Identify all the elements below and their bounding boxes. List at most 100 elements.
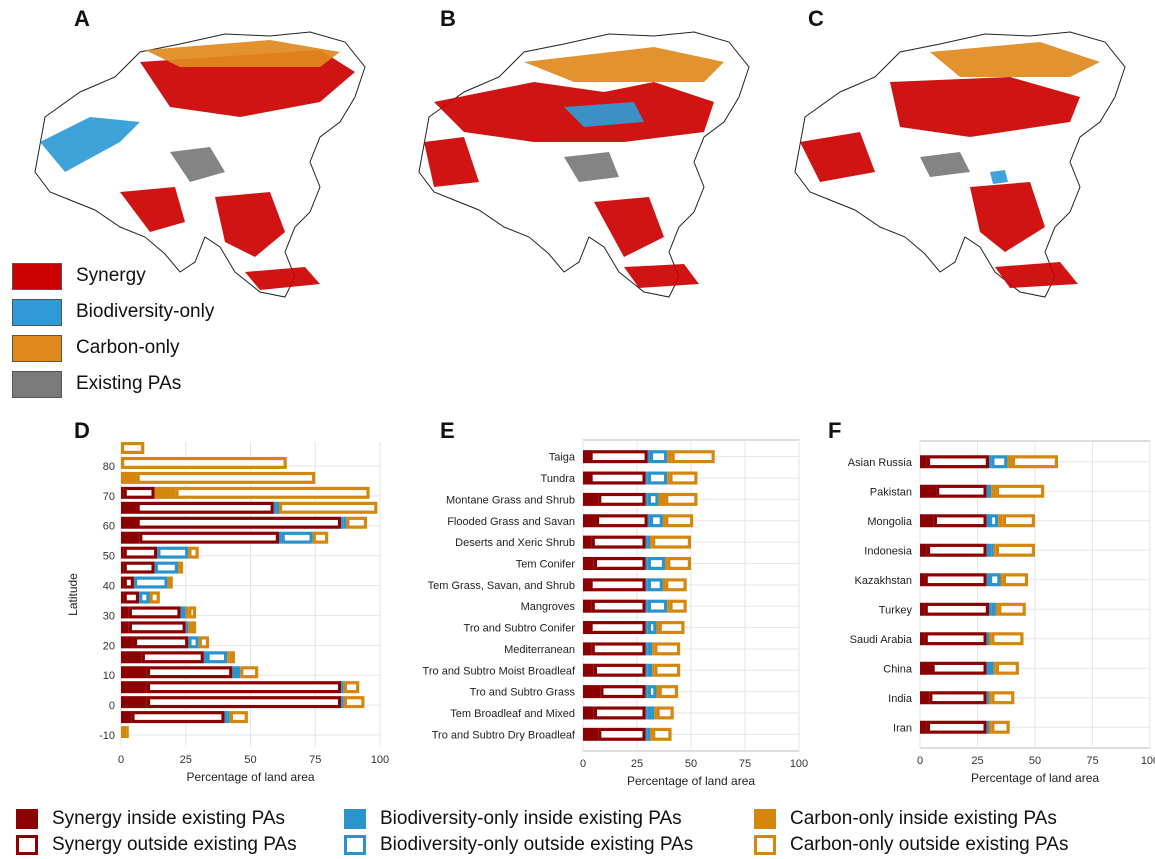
bottom-legend-label-biodiversity-inside: Biodiversity-only inside existing PAs — [380, 808, 682, 829]
chart-d-bar-biodiversity-outside — [137, 579, 165, 586]
chart-f-bar-carbon-inside — [989, 720, 992, 734]
chart-d-bar-carbon-outside — [201, 639, 206, 646]
chart-d-bar-synergy-outside — [139, 519, 338, 526]
map-legend-swatch-synergy — [12, 262, 62, 290]
chart-d-bar-synergy-outside — [134, 714, 222, 720]
chart-d-bar-synergy-outside — [150, 669, 230, 676]
chart-f-countries: Asian Russia Pakistan Mongolia Indonesia Kaz… — [848, 440, 1155, 785]
chart-e-bar-biodiversity-outside — [651, 474, 665, 482]
chart-d-bar-biodiversity-inside — [224, 711, 228, 724]
chart-d-bar-biodiversity-inside — [203, 651, 207, 664]
chart-e-bar-synergy-outside — [594, 645, 643, 653]
bottom-legend-label-biodiversity-outside: Biodiversity-only outside existing PAs — [380, 834, 694, 855]
chart-d-bar-synergy-outside — [150, 699, 338, 705]
chart-f-xtick-0: 0 — [917, 755, 923, 767]
chart-e-xtick-0: 0 — [580, 758, 586, 770]
chart-f-bar-biodiversity-outside — [994, 458, 1005, 466]
chart-e-xtick-4: 100 — [790, 758, 808, 770]
chart-e-xtick-2: 50 — [685, 758, 697, 770]
chart-d-bar-synergy-inside — [121, 666, 147, 679]
chart-d-bar-synergy-outside — [139, 504, 271, 511]
map-a — [34, 31, 366, 298]
chart-e-category-label: Tem Broadleaf and Mixed — [450, 708, 575, 720]
chart-f-bar-synergy-outside — [937, 517, 984, 525]
chart-f-bar-synergy-outside — [930, 546, 984, 554]
map-c-region-3 — [920, 152, 970, 177]
chart-f-category-label: Asian Russia — [848, 457, 913, 469]
chart-e-bar-carbon-inside — [667, 599, 670, 613]
chart-d-bar-synergy-inside — [121, 546, 124, 559]
chart-e-bar-carbon-inside — [654, 706, 657, 720]
chart-d-bar-biodiversity-outside-border — [341, 696, 344, 709]
map-legend-label-carbon: Carbon-only — [76, 337, 180, 358]
chart-d-ytick-6: 50 — [103, 551, 115, 563]
chart-e-bar-synergy-inside — [583, 492, 599, 506]
chart-d-bar-carbon-outside — [282, 504, 375, 511]
chart-f-bar-synergy-outside — [932, 694, 984, 702]
chart-e-category-label: Tro and Subtro Grass — [470, 687, 576, 699]
chart-e-category-label: Flooded Grass and Savan — [447, 516, 575, 528]
chart-e-bar-synergy-inside — [583, 621, 590, 635]
chart-f-bar-biodiversity-outside-border — [989, 661, 994, 675]
chart-e-bar-carbon-outside — [668, 496, 695, 503]
bottom-legend-item-carbon-outside: Carbon-only outside existing PAs — [754, 832, 1068, 858]
chart-d-bar-synergy-inside — [121, 561, 124, 574]
chart-f-bar-synergy-inside — [920, 661, 932, 675]
chart-e-bar-carbon-outside — [668, 581, 684, 589]
chart-e-bar-biodiversity-outside — [651, 496, 656, 503]
chart-f-bar-carbon-outside — [999, 487, 1041, 495]
chart-e-bar-biodiversity-outside-border — [647, 642, 653, 656]
panel-label-d: D — [74, 418, 90, 443]
chart-e-bar-synergy-outside — [603, 688, 643, 695]
bottom-legend-swatch-biodiversity-inside — [344, 809, 366, 829]
map-b-region-6 — [624, 264, 699, 288]
chart-e-bar-carbon-outside — [659, 709, 671, 717]
chart-e-bar-biodiversity-outside-border — [647, 535, 650, 549]
chart-f-category-label: India — [888, 693, 913, 705]
chart-d-bar-biodiversity-outside — [157, 564, 175, 571]
chart-d-bar-carbon-inside — [227, 651, 230, 664]
panel-label-c: C — [808, 6, 824, 31]
chart-e-bar-synergy-inside — [583, 556, 594, 570]
chart-d-bar-synergy-outside — [142, 534, 276, 541]
chart-d-bar-biodiversity-outside — [284, 534, 310, 541]
chart-d-bar-synergy-inside — [121, 516, 137, 529]
chart-d-bar-synergy-inside — [121, 501, 137, 514]
map-c-region-4 — [970, 182, 1045, 252]
chart-d-bar-carbon-outside-border — [177, 561, 184, 574]
chart-d-ytick-5: 40 — [103, 581, 115, 593]
chart-e-category-label: Tro and Subtro Conifer — [464, 623, 576, 635]
chart-e-bar-carbon-inside — [649, 727, 653, 741]
chart-e-bar-carbon-outside — [672, 474, 695, 482]
chart-e-bar-carbon-outside — [655, 731, 669, 738]
chart-d-ylabel: Latitude — [66, 573, 80, 616]
chart-f-bar-biodiversity-outside-border — [986, 720, 989, 734]
chart-f-bar-carbon-inside — [998, 514, 1003, 528]
chart-e-bar-synergy-inside — [583, 450, 590, 464]
bottom-legend-swatch-synergy-outside — [16, 835, 38, 855]
chart-d-ytick-4: 30 — [103, 610, 115, 622]
map-c-region-5 — [990, 170, 1008, 184]
chart-e-xtick-1: 25 — [631, 758, 643, 770]
chart-e-category-label: Tem Conifer — [516, 558, 576, 570]
chart-e-bar-biodiversity-inside — [645, 663, 648, 677]
chart-f-bar-carbon-outside — [1001, 605, 1023, 613]
bottom-legend-item-synergy-inside: Synergy inside existing PAs — [16, 806, 285, 832]
chart-e-bar-biodiversity-outside — [651, 560, 662, 567]
chart-e-category-label: Mangroves — [521, 601, 576, 613]
map-legend-item-existing-pas: Existing PAs — [12, 366, 214, 402]
chart-d-ytick-9: 80 — [103, 461, 115, 473]
chart-d-bar-carbon-outside — [191, 549, 196, 556]
chart-f-bar-synergy-inside — [920, 602, 925, 616]
chart-f-bar-synergy-inside — [920, 720, 927, 734]
chart-d-xtick-1: 25 — [180, 754, 192, 766]
chart-e-bar-biodiversity-inside — [645, 492, 648, 506]
panel-label-b: B — [440, 6, 456, 31]
chart-d-bar-biodiversity-outside — [142, 594, 147, 601]
chart-d-bar-carbon-outside-border — [229, 651, 235, 664]
chart-e-bar-biodiversity-inside — [647, 450, 650, 464]
chart-f-bar-biodiversity-inside — [986, 543, 992, 557]
map-a-region-6 — [245, 267, 320, 290]
